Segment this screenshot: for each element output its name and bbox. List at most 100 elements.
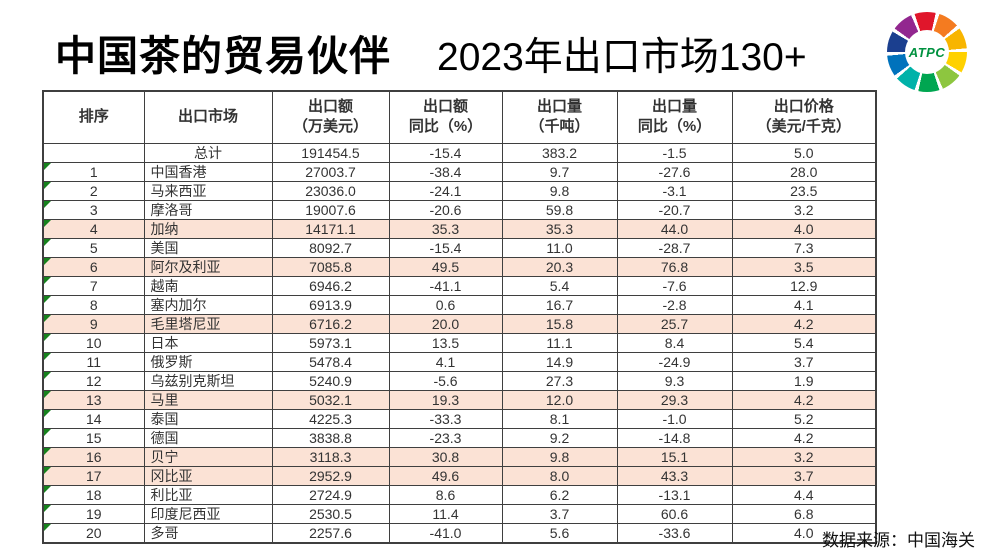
excel-corner-marker-icon [44, 523, 51, 531]
table-row: 4 加纳 14171.1 35.3 35.3 44.0 4.0 [42, 218, 877, 239]
rank-cell: 11 [42, 351, 145, 372]
market-cell: 冈比亚 [143, 465, 273, 486]
price-cell: 4.2 [731, 427, 877, 448]
logo-inner-circle: ATPC [905, 30, 949, 74]
rank-cell: 2 [42, 180, 145, 201]
rank-cell: 9 [42, 313, 145, 334]
export-volume-cell: 6.2 [501, 484, 618, 505]
excel-corner-marker-icon [44, 315, 51, 322]
market-cell: 中国香港 [143, 161, 273, 182]
table-body: 总计 191454.5 -15.4 383.2 -1.5 5.0 1 中国香港 27003.7-… [42, 142, 877, 543]
price-cell: 5.2 [731, 408, 877, 429]
volume-yoy-cell: 44.0 [616, 218, 733, 239]
export-value-cell: 191454.5 [271, 142, 390, 163]
export-volume-cell: 5.6 [501, 522, 618, 543]
export-value-cell: 3838.8 [271, 427, 390, 448]
market-cell: 利比亚 [143, 484, 273, 505]
export-volume-cell: 16.7 [501, 294, 618, 315]
page-title: 中国茶的贸易伙伴 [55, 33, 391, 79]
value-yoy-cell: -38.4 [388, 161, 503, 182]
rank-cell: 6 [42, 256, 145, 277]
header-row: 排序 出口市场 出口额 （万美元） 出口额 同比（%） 出口量 （千吨） 出口量 同比（%） 出口价… [42, 90, 877, 144]
export-value-cell: 14171.1 [271, 218, 390, 239]
price-cell: 4.0 [731, 522, 877, 543]
export-volume-cell: 9.8 [501, 446, 618, 467]
price-cell: 6.8 [731, 503, 877, 524]
market-cell: 泰国 [143, 408, 273, 429]
market-cell: 毛里塔尼亚 [143, 313, 273, 334]
value-yoy-cell: 30.8 [388, 446, 503, 467]
volume-yoy-cell: -24.9 [616, 351, 733, 372]
column-header: 出口量 （千吨） [501, 90, 618, 144]
excel-corner-marker-icon [44, 182, 51, 189]
column-header: 排序 [42, 90, 145, 144]
volume-yoy-cell: -14.8 [616, 427, 733, 448]
market-cell: 阿尔及利亚 [143, 256, 273, 277]
value-yoy-cell: 49.6 [388, 465, 503, 486]
volume-yoy-cell: -2.8 [616, 294, 733, 315]
excel-corner-marker-icon [44, 296, 51, 303]
export-value-cell: 2530.5 [271, 503, 390, 524]
table-row: 13 马里 5032.1 19.3 12.0 29.3 4.2 [42, 389, 877, 410]
table-row: 8 塞内加尔 6913.9 0.6 16.7 -2.8 4.1 [42, 294, 877, 315]
table-row: 11 俄罗斯 5478.4 4.1 14.9 -24.9 3.7 [42, 351, 877, 372]
value-yoy-cell: -20.6 [388, 199, 503, 220]
export-volume-cell: 11.1 [501, 332, 618, 353]
price-cell: 12.9 [731, 275, 877, 296]
value-yoy-cell: -23.3 [388, 427, 503, 448]
export-volume-cell: 35.3 [501, 218, 618, 239]
rank-cell: 13 [42, 389, 145, 410]
export-value-cell: 8092.7 [271, 237, 390, 258]
export-value-cell: 5478.4 [271, 351, 390, 372]
table-row: 15 德国 3838.8 -23.3 9.2 -14.8 4.2 [42, 427, 877, 448]
market-cell: 塞内加尔 [143, 294, 273, 315]
rank-cell: 15 [42, 427, 145, 448]
rank-cell: 19 [42, 503, 145, 524]
export-volume-cell: 9.7 [501, 161, 618, 182]
column-header: 出口额 同比（%） [388, 90, 503, 144]
rank-cell: 4 [42, 218, 145, 239]
market-cell: 乌兹别克斯坦 [143, 370, 273, 391]
rank-cell [42, 142, 145, 163]
logo-text: ATPC [908, 44, 946, 60]
price-cell: 3.5 [731, 256, 877, 277]
excel-corner-marker-icon [44, 220, 51, 227]
price-cell: 3.2 [731, 446, 877, 467]
export-value-cell: 5973.1 [271, 332, 390, 353]
volume-yoy-cell: -3.1 [616, 180, 733, 201]
export-value-cell: 5032.1 [271, 389, 390, 410]
rank-cell: 18 [42, 484, 145, 505]
value-yoy-cell: -24.1 [388, 180, 503, 201]
price-cell: 4.0 [731, 218, 877, 239]
export-value-cell: 7085.8 [271, 256, 390, 277]
atpc-logo: ATPC [887, 12, 967, 92]
price-cell: 4.4 [731, 484, 877, 505]
excel-corner-marker-icon [44, 429, 51, 436]
volume-yoy-cell: 15.1 [616, 446, 733, 467]
export-value-cell: 5240.9 [271, 370, 390, 391]
column-header: 出口价格 （美元/千克） [731, 90, 877, 144]
excel-corner-marker-icon [44, 448, 51, 455]
export-value-cell: 2724.9 [271, 484, 390, 505]
volume-yoy-cell: 60.6 [616, 503, 733, 524]
price-cell: 3.2 [731, 199, 877, 220]
rank-cell: 16 [42, 446, 145, 467]
column-header: 出口额 （万美元） [271, 90, 390, 144]
export-volume-cell: 27.3 [501, 370, 618, 391]
table-row: 14 泰国 4225.3 -33.3 8.1 -1.0 5.2 [42, 408, 877, 429]
rank-cell: 14 [42, 408, 145, 429]
excel-corner-marker-icon [44, 410, 51, 417]
export-volume-cell: 3.7 [501, 503, 618, 524]
market-cell: 多哥 [143, 522, 273, 543]
rank-cell: 10 [42, 332, 145, 353]
export-volume-cell: 20.3 [501, 256, 618, 277]
volume-yoy-cell: 25.7 [616, 313, 733, 334]
volume-yoy-cell: 9.3 [616, 370, 733, 391]
rank-cell: 17 [42, 465, 145, 486]
price-cell: 3.7 [731, 465, 877, 486]
table-row: 20 多哥 2257.6 -41.0 5.6 -33.6 4.0 [42, 522, 877, 543]
excel-corner-marker-icon [44, 277, 51, 284]
rank-cell: 1 [42, 161, 145, 182]
rank-cell: 5 [42, 237, 145, 258]
export-volume-cell: 11.0 [501, 237, 618, 258]
